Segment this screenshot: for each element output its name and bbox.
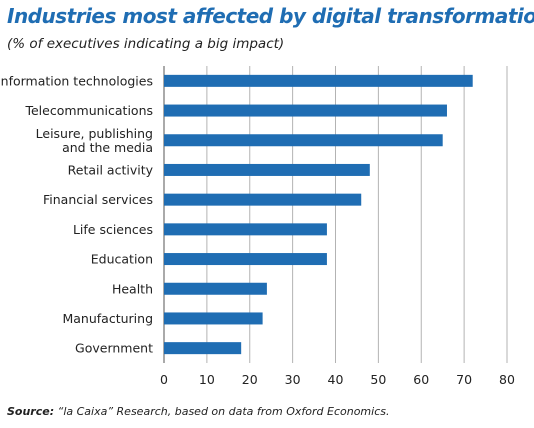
bar-chart: Information technologies Telecommunicatio… [0,66,515,387]
category-label: Education [91,252,153,267]
bar [164,74,473,87]
category-label: Retail activity [68,162,154,177]
category-label: Government [75,341,153,356]
category-label: Information technologies [0,73,153,88]
x-tick-label: 20 [242,372,258,387]
category-label: Manufacturing [62,311,153,326]
x-tick-label: 10 [199,372,215,387]
bar [164,193,362,206]
bar [164,104,447,117]
bar [164,342,242,355]
category-label: Health [112,281,153,296]
source-label: Source: [7,405,55,418]
bar [164,223,327,236]
bar [164,282,267,295]
bars [164,74,473,355]
x-axis-ticks: 0 10 20 30 40 50 60 70 80 [160,372,515,387]
bar [164,163,370,176]
bar [164,253,327,266]
category-label: Life sciences [73,222,153,237]
x-tick-label: 60 [413,372,429,387]
source-note: Source: “la Caixa” Research, based on da… [7,405,389,418]
source-text: “la Caixa” Research, based on data from … [57,405,390,418]
x-tick-label: 80 [499,372,515,387]
x-tick-label: 30 [285,372,301,387]
bar [164,134,443,147]
chart-title: Industries most affected by digital tran… [7,4,534,28]
chart-subtitle: (% of executives indicating a big impact… [7,36,285,52]
category-label: Financial services [43,192,153,207]
x-tick-label: 70 [456,372,472,387]
x-tick-label: 40 [328,372,344,387]
bar [164,312,263,325]
category-label: Leisure, publishing and the media [36,126,153,155]
category-labels: Information technologies Telecommunicatio… [0,73,154,355]
category-label: Telecommunications [24,103,153,118]
x-tick-label: 50 [370,372,386,387]
x-tick-label: 0 [160,372,168,387]
